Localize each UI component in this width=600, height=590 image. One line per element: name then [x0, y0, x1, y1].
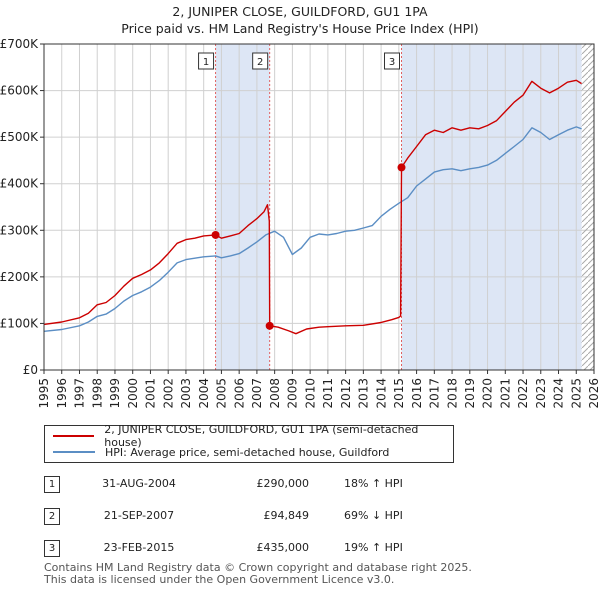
- sale-badge-box: [198, 52, 215, 70]
- x-tick-label: 2005: [215, 378, 229, 409]
- x-tick-label: 2026: [587, 378, 600, 409]
- sale-badge: 1: [44, 476, 60, 493]
- y-tick-label: £0: [23, 363, 38, 377]
- x-tick-label: 2021: [498, 378, 512, 409]
- sale-hpi-change: 18% ↑ HPI: [344, 477, 403, 490]
- legend-swatch-property: [53, 435, 95, 437]
- y-tick-label: £600K: [0, 84, 39, 98]
- shaded-period: [401, 44, 582, 370]
- sale-point: [211, 230, 220, 239]
- chart-subtitle: Price paid vs. HM Land Registry's House …: [121, 21, 479, 36]
- x-tick-label: 2013: [357, 378, 371, 409]
- y-tick-label: £400K: [0, 177, 39, 191]
- shaded-period: [215, 44, 270, 370]
- x-tick-label: 2024: [552, 378, 566, 409]
- x-tick-label: 1999: [108, 378, 122, 409]
- y-tick-label: £500K: [0, 130, 39, 144]
- x-tick-label: 2007: [250, 378, 264, 409]
- price-chart: 1 2 3 £0 £100K £200K £300K £400K £500K £600K £700…: [0, 37, 600, 409]
- sale-badge: 3: [44, 540, 60, 557]
- sale-badge-label: 2: [257, 57, 263, 68]
- x-tick-label: 2020: [481, 378, 495, 409]
- x-tick-label: 1998: [90, 378, 104, 409]
- x-tick-label: 2011: [321, 378, 335, 409]
- x-tick-label: 2022: [516, 378, 530, 409]
- sale-badge-box: [384, 52, 400, 70]
- sale-hpi-change: 19% ↑ HPI: [344, 541, 403, 554]
- forecast-hatch: [581, 44, 594, 370]
- y-tick-label: £200K: [0, 270, 39, 284]
- x-tick-label: 1997: [73, 378, 87, 409]
- footer-licence: This data is licensed under the Open Gov…: [44, 573, 395, 586]
- x-tick-label: 2018: [445, 378, 459, 409]
- chart-title: 2, JUNIPER CLOSE, GUILDFORD, GU1 1PA: [172, 4, 428, 19]
- sale-hpi-change: 69% ↓ HPI: [344, 509, 403, 522]
- x-tick-label: 1996: [55, 378, 69, 409]
- x-tick-label: 2025: [569, 378, 583, 409]
- x-tick-label: 2003: [179, 378, 193, 409]
- x-tick-label: 2014: [374, 378, 388, 409]
- y-tick-label: £300K: [0, 223, 39, 237]
- legend-item-hpi: HPI: Average price, semi-detached house,…: [53, 444, 389, 460]
- legend: 2, JUNIPER CLOSE, GUILDFORD, GU1 1PA (se…: [44, 423, 454, 463]
- sale-badge: 2: [44, 508, 60, 525]
- x-tick-label: 2019: [463, 378, 477, 409]
- property-series-line: [43, 79, 582, 335]
- x-tick-label: 2001: [144, 378, 158, 409]
- legend-item-property: 2, JUNIPER CLOSE, GUILDFORD, GU1 1PA (se…: [53, 423, 453, 449]
- x-tick-label: 2009: [286, 378, 300, 409]
- sale-price: £94,849: [263, 509, 310, 522]
- x-tick-label: 2015: [392, 378, 406, 409]
- sale-date: 21-SEP-2007: [103, 509, 175, 522]
- sale-badge-label: 1: [203, 57, 209, 68]
- x-tick-label: 2008: [268, 378, 282, 409]
- legend-swatch-hpi: [53, 451, 95, 453]
- sale-badge-box: [252, 52, 269, 70]
- sale-point: [397, 163, 406, 172]
- x-tick-label: 2006: [232, 378, 246, 409]
- x-tick-label: 2010: [303, 378, 317, 409]
- x-tick-label: 2004: [197, 378, 211, 409]
- plot-frame: [43, 43, 595, 371]
- x-tick-label: 2017: [428, 378, 442, 409]
- hpi-series-line: [43, 126, 582, 332]
- sale-date: 31-AUG-2004: [102, 477, 176, 490]
- sale-date: 23-FEB-2015: [103, 541, 175, 554]
- x-tick-label: 2000: [126, 378, 140, 409]
- sale-badge-label: 3: [389, 57, 395, 68]
- legend-label-hpi: HPI: Average price, semi-detached house,…: [105, 445, 390, 459]
- footer-copyright: Contains HM Land Registry data © Crown c…: [44, 561, 472, 574]
- x-tick-label: 2016: [410, 378, 424, 409]
- x-tick-label: 2023: [534, 378, 548, 409]
- x-tick-label: 2002: [161, 378, 175, 409]
- y-tick-label: £100K: [0, 316, 39, 330]
- legend-label-property: 2, JUNIPER CLOSE, GUILDFORD, GU1 1PA (se…: [104, 423, 419, 449]
- sale-point: [265, 321, 274, 330]
- x-tick-label: 2012: [339, 378, 353, 409]
- x-tick-label: 1995: [37, 378, 51, 409]
- y-tick-label: £700K: [0, 37, 39, 51]
- sale-price: £435,000: [256, 541, 310, 554]
- sale-price: £290,000: [256, 477, 310, 490]
